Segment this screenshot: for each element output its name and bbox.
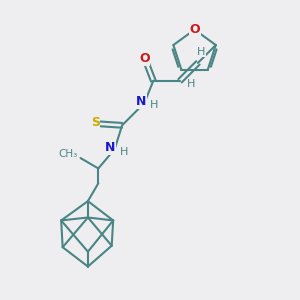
Text: H: H (197, 46, 206, 57)
Text: CH₃: CH₃ (58, 149, 77, 160)
Text: N: N (105, 141, 116, 154)
Text: H: H (187, 79, 196, 89)
Text: O: O (189, 23, 200, 36)
Text: H: H (150, 100, 158, 110)
Text: H: H (120, 147, 128, 157)
Text: N: N (136, 95, 146, 108)
Text: S: S (91, 116, 100, 129)
Text: O: O (139, 52, 150, 65)
